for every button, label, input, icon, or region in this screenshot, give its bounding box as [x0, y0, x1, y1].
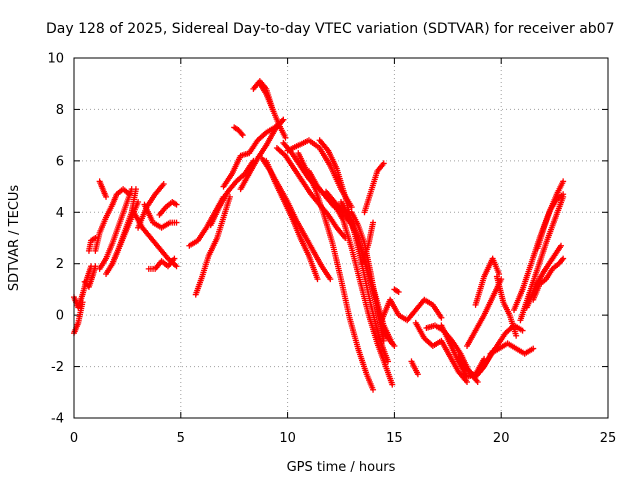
data-point [559, 256, 566, 263]
data-point [238, 130, 245, 137]
data-point [513, 332, 520, 339]
series-35 [359, 219, 377, 267]
series-6 [96, 186, 135, 272]
series-52 [534, 191, 567, 252]
series-46 [487, 340, 537, 357]
y-tick-label: 8 [56, 103, 64, 118]
y-tick-label: 0 [56, 309, 64, 324]
data-point [474, 379, 481, 385]
data-point [173, 219, 180, 226]
data-point [103, 193, 110, 200]
series-8 [109, 199, 142, 267]
data-point [380, 337, 387, 344]
data-marks [71, 78, 567, 393]
series-50 [523, 242, 565, 311]
series-13 [156, 199, 180, 218]
series-44 [472, 255, 503, 308]
series-47 [493, 273, 520, 339]
series-18 [231, 124, 246, 139]
chart-title: Day 128 of 2025, Sidereal Day-to-day VTE… [46, 21, 615, 37]
x-tick-label: 5 [177, 431, 185, 446]
x-tick-label: 0 [70, 431, 78, 446]
axis-ticks [73, 57, 609, 419]
data-point [135, 199, 142, 205]
series-39 [412, 319, 471, 385]
x-axis-label: GPS time / hours [287, 460, 396, 475]
data-point [560, 255, 567, 262]
series-4 [92, 186, 133, 254]
series-37 [391, 286, 402, 295]
data-point [280, 116, 287, 123]
data-point [438, 314, 445, 321]
data-point [560, 178, 567, 185]
data-point [173, 201, 180, 208]
y-tick-label: 6 [56, 154, 64, 169]
series-22 [256, 80, 289, 141]
series-3 [85, 235, 99, 254]
series-24 [263, 157, 321, 283]
series-32 [338, 199, 396, 347]
data-point [519, 327, 526, 334]
y-tick-label: 2 [56, 257, 64, 272]
data-point [314, 276, 321, 283]
series-9 [130, 209, 180, 270]
series-36 [378, 296, 445, 324]
series-12 [145, 255, 178, 272]
y-axis-label: SDTVAR / TECUs [7, 185, 22, 292]
series-11 [141, 201, 180, 231]
data-point [327, 276, 334, 283]
series-51 [530, 255, 567, 303]
y-tick-label: -2 [51, 360, 64, 375]
x-tick-label: 20 [493, 431, 510, 446]
grid [74, 58, 608, 418]
series-1 [71, 299, 86, 337]
series-10 [135, 181, 167, 231]
x-tick-label: 15 [386, 431, 403, 446]
data-point [380, 160, 387, 167]
data-point [282, 134, 289, 141]
series-38 [408, 358, 421, 378]
data-point [395, 289, 402, 295]
x-tick-label: 25 [600, 431, 617, 446]
data-point [173, 263, 180, 270]
data-point [171, 255, 178, 262]
series-49 [517, 193, 567, 324]
series-7 [103, 186, 139, 277]
data-point [92, 263, 99, 270]
data-point [464, 379, 471, 385]
data-point [558, 242, 565, 249]
data-point [160, 181, 167, 187]
data-point [389, 340, 396, 347]
series-27 [284, 137, 355, 211]
series-34 [361, 160, 387, 216]
tick-labels: 0 5 10 15 20 25 -4 -2 0 2 4 6 8 10 [47, 52, 616, 447]
data-point [79, 299, 86, 306]
series-15 [192, 193, 233, 298]
series-16 [207, 157, 257, 229]
data-point [132, 186, 139, 193]
series-20 [246, 116, 287, 157]
y-tick-label: 4 [56, 206, 64, 221]
y-tick-label: 10 [47, 52, 64, 67]
data-point [530, 345, 537, 352]
plot-frame [73, 57, 609, 419]
data-point [384, 358, 391, 365]
data-point [239, 132, 246, 139]
data-point [370, 386, 377, 393]
series-5 [96, 178, 110, 200]
data-point [560, 191, 567, 198]
data-point [389, 381, 396, 388]
data-point [414, 371, 421, 378]
series-2 [81, 263, 99, 290]
y-tick-label: -4 [51, 412, 64, 427]
data-point [370, 219, 377, 226]
x-tick-label: 10 [279, 431, 296, 446]
